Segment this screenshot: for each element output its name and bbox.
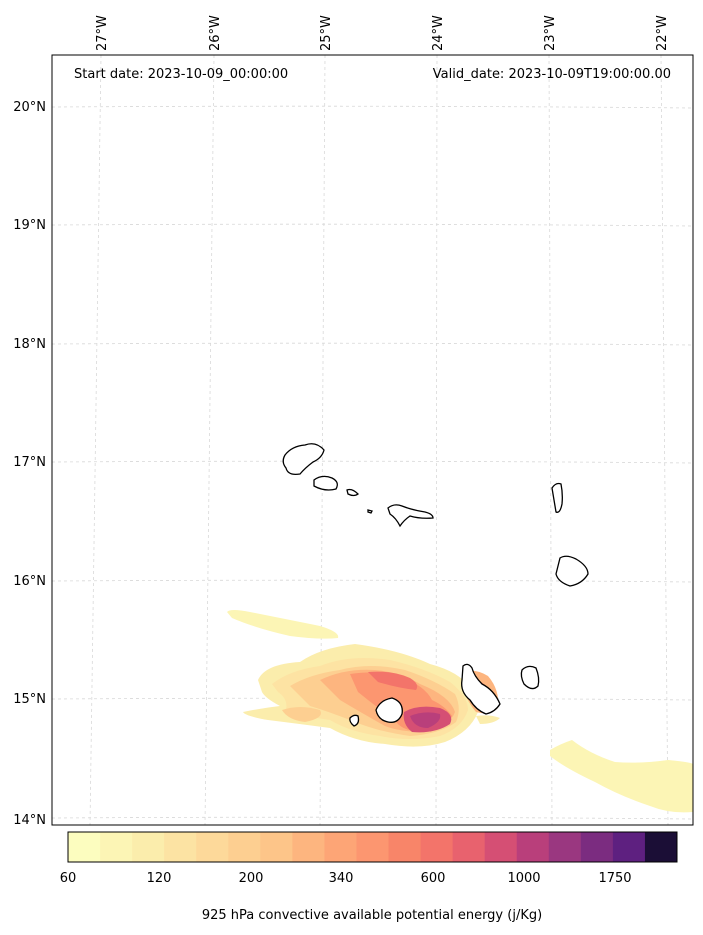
lat-label-18n: 18°N (13, 337, 46, 352)
longitude-gridlines (89, 54, 669, 826)
colorbar-segment (68, 832, 101, 862)
colorbar-segment (132, 832, 165, 862)
lon-label-25w: 25°W (319, 15, 334, 51)
colorbar-segment (644, 832, 678, 862)
lat-label-15n: 15°N (13, 692, 46, 707)
cape-west-lobe (282, 707, 321, 722)
colorbar-segment (324, 832, 357, 862)
colorbar-tick-340: 340 (329, 871, 354, 886)
colorbar-segment (228, 832, 261, 862)
island-raso (367, 509, 373, 514)
colorbar-segment (612, 832, 646, 862)
colorbar (68, 832, 678, 862)
island-santiago (461, 663, 501, 715)
colorbar-tick-60: 60 (60, 871, 77, 886)
lat-label-14n: 14°N (13, 813, 46, 828)
colorbar-segment (260, 832, 293, 862)
colorbar-segment (420, 832, 454, 862)
colorbar-segment (580, 832, 614, 862)
island-maio (520, 665, 540, 690)
colorbar-tick-200: 200 (239, 871, 264, 886)
island-sao-nicolau (387, 504, 434, 528)
lon-label-26w: 26°W (208, 15, 223, 51)
latitude-labels: 20°N 19°N 18°N 17°N 16°N 15°N 14°N (13, 100, 46, 828)
cape-east-tail (476, 715, 500, 724)
island-santa-luzia (346, 488, 359, 497)
colorbar-segment (452, 832, 486, 862)
cape-south-core-inner (410, 712, 441, 728)
map-frame (51, 54, 694, 826)
colorbar-tick-120: 120 (147, 871, 172, 886)
cape-streak-nw (227, 610, 339, 639)
start-date-label: Start date: 2023-10-09_00:00:00 (74, 67, 288, 82)
lon-label-27w: 27°W (95, 15, 110, 51)
colorbar-segment (164, 832, 197, 862)
cape-field (227, 610, 693, 813)
cape-southeast-band (550, 740, 693, 813)
lat-label-17n: 17°N (13, 455, 46, 470)
cape-north-core (368, 671, 418, 690)
islands (282, 443, 589, 727)
colorbar-segment (196, 832, 229, 862)
colorbar-segment (292, 832, 325, 862)
lon-label-24w: 24°W (431, 15, 446, 51)
colorbar-ticks: 60 120 200 340 600 1000 1750 (60, 871, 632, 886)
colorbar-segment (100, 832, 133, 862)
lat-label-19n: 19°N (13, 218, 46, 233)
colorbar-tick-1000: 1000 (507, 871, 540, 886)
valid-date-label: Valid_date: 2023-10-09T19:00:00.00 (433, 67, 671, 82)
colorbar-tick-1750: 1750 (598, 871, 631, 886)
lon-label-22w: 22°W (655, 15, 670, 51)
island-santo-antao (282, 443, 325, 476)
colorbar-frame (67, 831, 678, 863)
island-sao-vicente (313, 475, 338, 491)
longitude-labels: 27°W 26°W 25°W 24°W 23°W 22°W (95, 15, 670, 51)
island-brava (349, 714, 360, 727)
lat-label-16n: 16°N (13, 574, 46, 589)
island-fogo (375, 697, 403, 723)
island-boa-vista (555, 555, 589, 587)
latitude-gridlines (51, 105, 694, 820)
colorbar-segment (484, 832, 518, 862)
lat-label-20n: 20°N (13, 100, 46, 115)
colorbar-segment (388, 832, 422, 862)
colorbar-segment (516, 832, 550, 862)
island-sal (551, 482, 563, 513)
colorbar-segment (548, 832, 582, 862)
colorbar-label: 925 hPa convective available potential e… (202, 908, 542, 923)
lon-label-23w: 23°W (543, 15, 558, 51)
colorbar-tick-600: 600 (421, 871, 446, 886)
colorbar-segment (356, 832, 390, 862)
